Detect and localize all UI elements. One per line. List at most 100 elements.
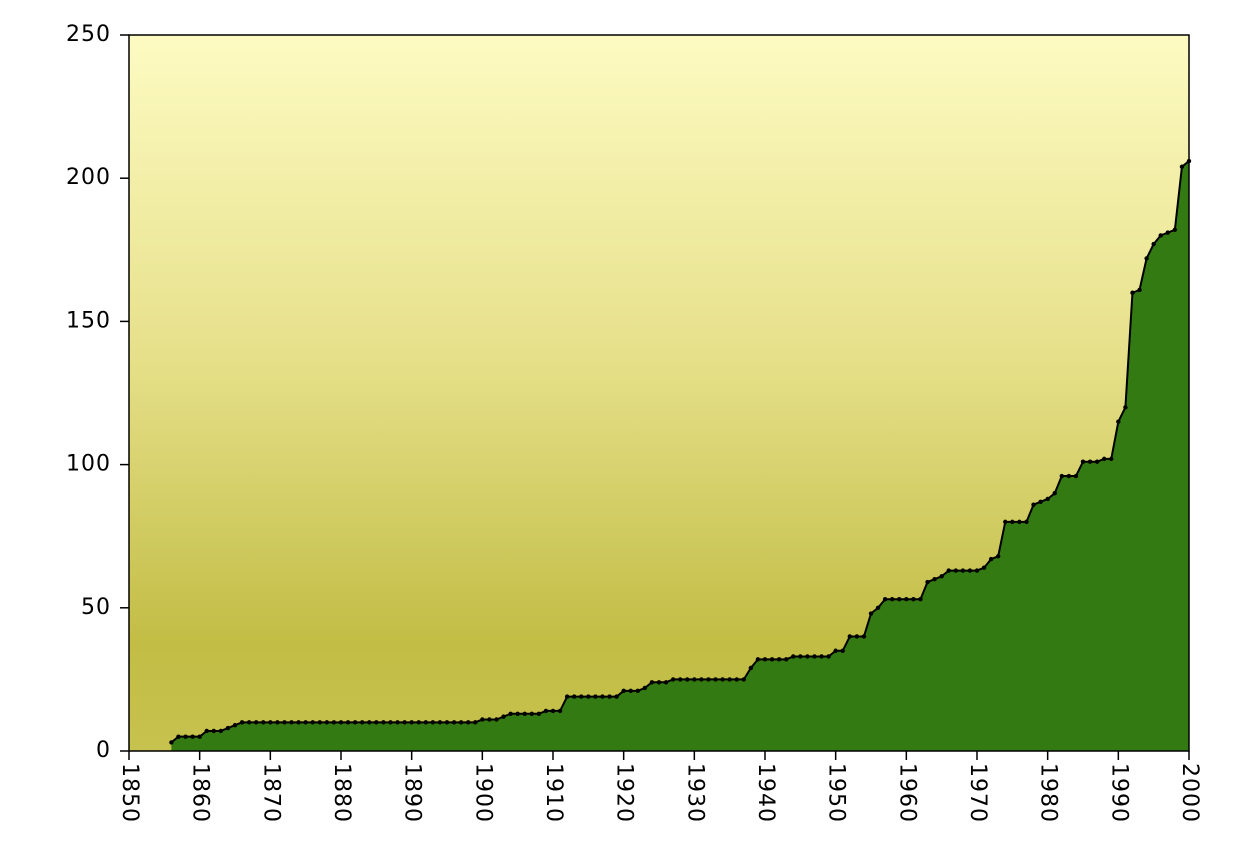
x-tick-label: 1890: [400, 763, 425, 823]
point: [1130, 290, 1135, 295]
point: [600, 694, 605, 699]
point: [204, 728, 209, 734]
x-tick-label: 1960: [894, 763, 919, 823]
point: [1052, 491, 1057, 496]
point: [1010, 519, 1015, 525]
x-tick-label: 1970: [965, 763, 990, 823]
point: [939, 574, 944, 579]
point: [529, 711, 534, 716]
point: [974, 568, 980, 573]
point: [932, 576, 937, 582]
point: [374, 720, 379, 725]
point: [854, 634, 860, 639]
point: [536, 711, 542, 716]
point: [1087, 459, 1093, 464]
point: [331, 720, 337, 725]
point: [1080, 459, 1086, 464]
y-tick-label: 100: [66, 452, 111, 477]
point: [550, 708, 556, 714]
point: [706, 677, 711, 682]
point: [847, 634, 852, 639]
point: [607, 694, 612, 699]
point: [911, 597, 916, 602]
point: [875, 605, 881, 610]
point: [833, 648, 838, 653]
point: [713, 677, 718, 682]
point: [1179, 164, 1185, 169]
point: [508, 711, 513, 716]
point: [699, 677, 704, 682]
point: [1024, 519, 1029, 525]
point: [211, 728, 216, 734]
point: [501, 714, 506, 719]
y-tick-label: 250: [66, 22, 111, 47]
x-tick-label: 1880: [329, 763, 354, 823]
point: [423, 720, 428, 725]
point: [310, 720, 315, 725]
point: [352, 720, 358, 725]
point: [303, 720, 308, 725]
point: [678, 677, 683, 682]
point: [487, 717, 492, 722]
point: [261, 720, 266, 725]
point: [960, 568, 966, 573]
point: [819, 654, 824, 659]
point: [395, 720, 400, 725]
point: [1066, 473, 1072, 479]
point: [183, 734, 188, 739]
point: [572, 694, 577, 699]
point: [324, 720, 330, 725]
point: [734, 677, 739, 682]
point: [861, 634, 867, 639]
x-tick-label: 1920: [612, 763, 637, 823]
point: [458, 720, 464, 725]
point: [748, 665, 754, 671]
point: [543, 708, 549, 714]
point: [239, 720, 245, 725]
y-tick-label: 200: [66, 165, 111, 190]
point: [784, 657, 789, 662]
point: [918, 597, 923, 602]
point: [762, 657, 768, 662]
point: [317, 720, 322, 725]
point: [840, 648, 845, 653]
x-tick-label: 2000: [1177, 763, 1202, 823]
point: [1073, 473, 1079, 479]
point: [1144, 256, 1149, 261]
area: [171, 161, 1189, 752]
point: [628, 688, 633, 694]
point: [769, 657, 775, 662]
point: [466, 720, 471, 725]
x-tick-label: 1950: [824, 763, 849, 823]
point: [805, 654, 810, 659]
point: [1109, 456, 1114, 462]
point: [430, 720, 436, 725]
point: [1172, 227, 1178, 232]
point: [225, 725, 231, 731]
point: [904, 597, 909, 602]
point: [218, 728, 224, 734]
point: [776, 657, 782, 662]
point: [1003, 519, 1008, 525]
point: [1038, 499, 1043, 505]
point: [755, 657, 761, 662]
point: [882, 597, 888, 602]
point: [360, 720, 365, 725]
point: [967, 568, 973, 573]
point: [402, 720, 407, 725]
point: [1094, 459, 1100, 464]
point: [953, 568, 958, 573]
point: [1045, 496, 1050, 502]
x-tick-label: 1860: [188, 763, 213, 823]
point: [338, 720, 344, 725]
point: [522, 711, 527, 716]
y-tick-label: 50: [81, 595, 111, 620]
point: [890, 597, 895, 602]
x-tick-label: 1990: [1106, 763, 1131, 823]
point: [1017, 519, 1022, 525]
point: [868, 611, 874, 616]
point: [480, 717, 485, 722]
point: [727, 677, 732, 682]
point: [282, 720, 287, 725]
